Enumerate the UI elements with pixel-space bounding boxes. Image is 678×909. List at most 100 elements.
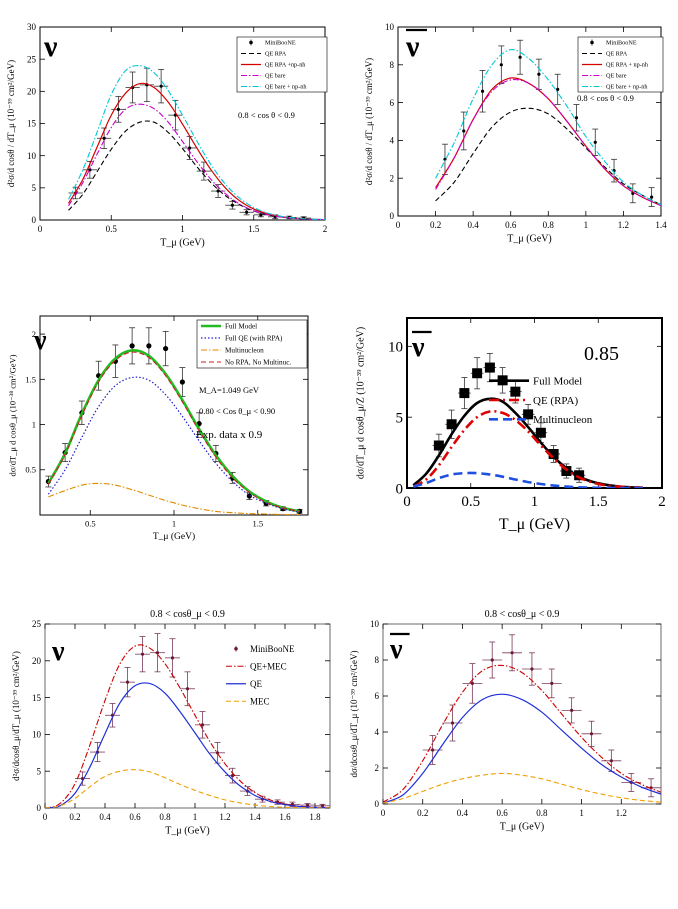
legend-label: QE RPA +np-nh (265, 62, 306, 69)
series-line-full-model (47, 349, 300, 513)
data-marker (125, 680, 130, 684)
x-tick-label: 0.2 (417, 808, 428, 818)
data-marker (230, 774, 235, 778)
data-marker (200, 723, 205, 727)
y-tick-label: 0.5 (25, 465, 36, 475)
legend-label: QE RPA (265, 51, 287, 58)
antineutrino-symbol: ν (411, 332, 425, 363)
legend-label: MiniBooNE (265, 40, 296, 47)
data-point (179, 367, 186, 397)
legend-box (196, 319, 308, 369)
y-tick-label: 0 (37, 803, 42, 813)
plot-area (67, 64, 325, 220)
data-marker (462, 129, 466, 133)
x-tick-label: 1.2 (618, 220, 629, 230)
x-tick-label: 0 (43, 812, 48, 822)
data-marker (433, 440, 444, 451)
y-tick-label: 10 (388, 340, 403, 356)
data-point (225, 767, 240, 784)
x-tick-label: 0.8 (536, 808, 548, 818)
x-axis-label: T_μ (GeV) (507, 233, 552, 244)
x-tick-label: 1.4 (655, 220, 667, 230)
data-point (239, 209, 254, 216)
data-point (460, 111, 467, 151)
legend-label: Full Model (225, 323, 257, 331)
y-axis-label: d²σ/dcosθ_μ/dT_μ (10⁻³⁹ cm²/GeV) (11, 651, 21, 781)
x-tick-label: 2 (658, 494, 666, 510)
series-line-qe-bare-np-nh (68, 64, 325, 220)
data-point (521, 404, 535, 425)
legend-label: MiniBooNE (606, 40, 637, 47)
y-tick-label: 10 (27, 151, 37, 161)
neutrino-symbol: ν (33, 325, 47, 356)
y-axis-label: dσ/dT_μ d cosθ_μ/Z (10⁻³⁹ cm²/GeV) (356, 327, 367, 479)
data-marker (472, 368, 483, 379)
plot-frame (44, 623, 331, 809)
data-marker (556, 87, 560, 91)
x-tick-label: 1.5 (252, 519, 263, 529)
data-marker (140, 652, 145, 656)
data-marker (570, 708, 574, 713)
y-tick-label: 5 (32, 183, 37, 193)
annotation-scale-note: Exp. data x 0.9 (196, 429, 263, 441)
annotation: 0.8 < cos θ < 0.9 (577, 93, 634, 103)
x-tick-label: 0.5 (85, 519, 96, 529)
chart-panel-p5: 0 0.2 0.4 0.6 0.8 1 1.2 1.4 1.6 1.8 0 5 10 15 20 25 T_μ … (11, 609, 331, 836)
y-tick-label: 10 (32, 730, 42, 740)
data-marker (320, 804, 325, 808)
x-tick-label: 2 (323, 224, 328, 234)
x-tick-label: 1.2 (616, 808, 627, 818)
chart-panel-p6: 0 0.2 0.4 0.6 0.8 1 1.2 0 2 4 6 8 10 T_μ (GeV) dσ/dcos… (349, 609, 662, 832)
data-marker (185, 687, 190, 691)
neutrino-symbol: ν (43, 30, 58, 63)
data-marker (589, 732, 594, 736)
y-tick-label: 6 (390, 98, 395, 108)
chart-panel-p3: 0.5 1 1.5 0.5 1 1.5 2 T_μ (GeV) dσ/dT_μ d cosθ_μ… (7, 315, 309, 542)
x-axis-label: T_μ (GeV) (165, 825, 210, 836)
y-tick-label: 20 (27, 86, 37, 96)
y-tick-label: 8 (375, 655, 380, 665)
x-tick-label: 0.8 (159, 812, 171, 822)
data-marker (170, 656, 175, 660)
data-marker (163, 345, 169, 352)
data-marker (179, 379, 185, 385)
annotation-cos-range: 0.80 < Cos θ_μ < 0.90 (199, 406, 275, 416)
series-line-full-qe-with-rpa- (47, 376, 300, 513)
x-axis-label: T_μ (GeV) (160, 237, 205, 248)
legend: MiniBooNE QE RPA QE RPA +np-nh QE bare QE ba… (236, 36, 328, 93)
x-tick-label: 0.2 (430, 220, 441, 230)
legend-label: Full Model (533, 376, 582, 388)
plot-area (45, 633, 330, 808)
x-tick-label: 1.2 (219, 812, 230, 822)
y-tick-label: 15 (32, 693, 42, 703)
series-line-qe-rpa-np-nh (67, 82, 325, 220)
y-tick-label: 10 (370, 619, 380, 629)
data-marker (518, 55, 522, 59)
legend-label: QE bare (606, 73, 627, 80)
data-point (462, 663, 483, 704)
data-point (522, 652, 542, 686)
y-tick-label: 30 (27, 22, 37, 32)
x-tick-label: 1 (172, 519, 176, 529)
x-tick-label: 1 (180, 224, 185, 234)
data-marker (484, 362, 495, 373)
plot-area (435, 39, 661, 207)
series-line-qe-rpa (435, 107, 661, 206)
data-marker (537, 72, 541, 76)
legend: MiniBooNE QE+MEC QE MEC (226, 644, 295, 706)
data-marker (523, 409, 534, 420)
data-marker (535, 427, 546, 438)
data-point (112, 344, 119, 378)
series-line-qe-rpa (68, 120, 325, 220)
legend: Full Model QE (RPA) Multinucleon (489, 376, 593, 426)
x-tick-label: 1.4 (249, 812, 261, 822)
y-tick-label: 0 (375, 799, 380, 809)
legend-label: MiniBooNE (250, 644, 295, 654)
data-point (129, 327, 136, 365)
y-tick-label: 15 (27, 119, 37, 129)
x-tick-label: 1.6 (279, 812, 291, 822)
plot-frame (382, 623, 662, 805)
data-point (90, 742, 105, 763)
